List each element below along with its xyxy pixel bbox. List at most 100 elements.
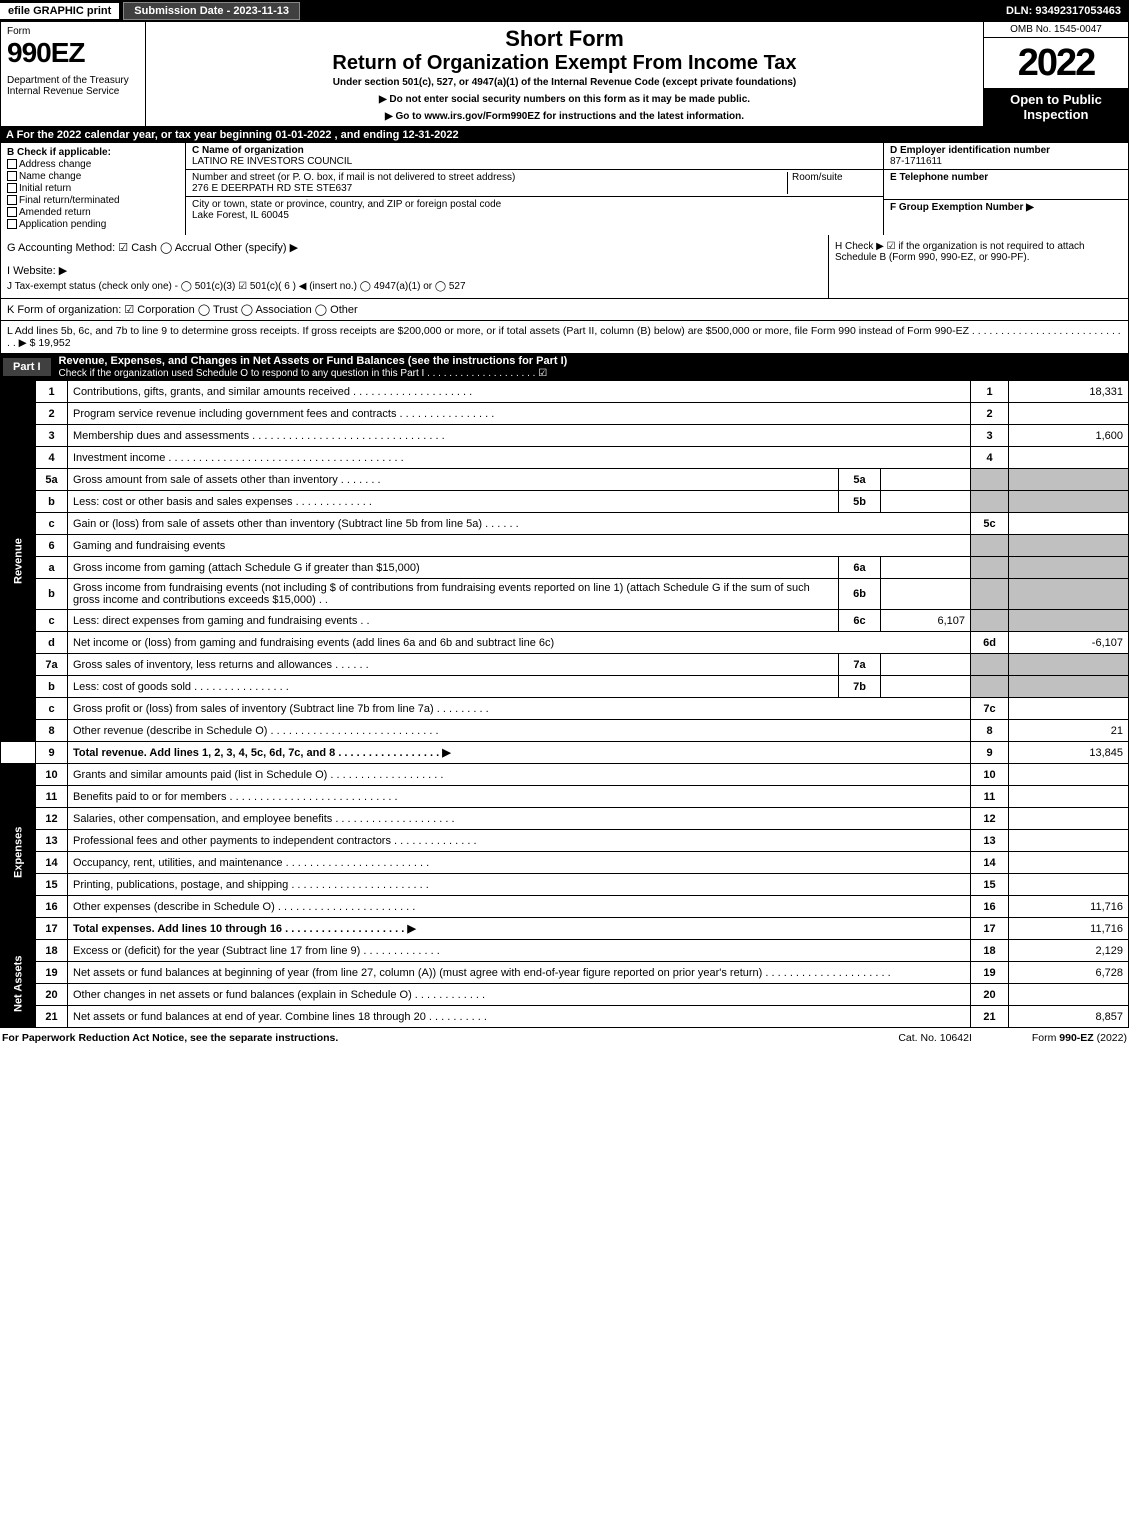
line-21-amt: 8,857 [1009,1006,1129,1028]
line-18-desc: Excess or (deficit) for the year (Subtra… [68,940,971,962]
ein-block: D Employer identification number 87-1711… [884,143,1128,170]
part1-title: Revenue, Expenses, and Changes in Net As… [53,355,1128,379]
line-5b-desc: Less: cost or other basis and sales expe… [68,491,839,513]
part1-tag: Part I [3,358,51,376]
cb-initial-return[interactable]: Initial return [7,183,179,194]
form-number: 990EZ [7,37,139,69]
line-num: 1 [36,381,68,403]
city-label: City or town, state or province, country… [192,199,501,210]
form-ref: Form 990-EZ (2022) [1032,1032,1127,1044]
paperwork-notice: For Paperwork Reduction Act Notice, see … [2,1032,898,1044]
ghi-left: G Accounting Method: ☑ Cash ◯ Accrual Ot… [1,235,828,298]
line-6-desc: Gaming and fundraising events [68,535,971,557]
b-title: B Check if applicable: [7,147,179,158]
line-10-desc: Grants and similar amounts paid (list in… [68,764,971,786]
goto-link[interactable]: ▶ Go to www.irs.gov/Form990EZ for instru… [150,111,979,122]
line-9-amt: 13,845 [1009,742,1129,764]
line-16-amt: 11,716 [1009,896,1129,918]
line-7c-desc: Gross profit or (loss) from sales of inv… [68,698,971,720]
line-13-amt [1009,830,1129,852]
section-bcd: B Check if applicable: Address change Na… [0,143,1129,235]
line-17-amt: 11,716 [1009,918,1129,940]
line-20-desc: Other changes in net assets or fund bala… [68,984,971,1006]
ein-label: D Employer identification number [890,145,1122,156]
column-def: D Employer identification number 87-1711… [883,143,1128,235]
line-18-amt: 2,129 [1009,940,1129,962]
row-l: L Add lines 5b, 6c, and 7b to line 9 to … [0,321,1129,354]
cb-amended-return[interactable]: Amended return [7,207,179,218]
line-21-desc: Net assets or fund balances at end of ye… [68,1006,971,1028]
line-6c-val: 6,107 [881,610,971,632]
open-to-public: Open to Public Inspection [984,88,1128,126]
cb-name-change[interactable]: Name change [7,171,179,182]
tax-year: 2022 [984,38,1128,88]
dln-number: DLN: 93492317053463 [1006,5,1129,17]
department: Department of the Treasury Internal Reve… [7,75,139,97]
line-7c-amt [1009,698,1129,720]
phone-label: E Telephone number [890,172,1122,183]
header-right: OMB No. 1545-0047 2022 Open to Public In… [983,22,1128,126]
line-15-amt [1009,874,1129,896]
line-5c-amt [1009,513,1129,535]
line-7b-val [881,676,971,698]
phone-block: E Telephone number [884,170,1128,200]
cat-no: Cat. No. 10642I [898,1032,972,1044]
row-k: K Form of organization: ☑ Corporation ◯ … [0,299,1129,321]
line-7a-desc: Gross sales of inventory, less returns a… [68,654,839,676]
city-value: Lake Forest, IL 60045 [192,210,501,221]
line-6a-desc: Gross income from gaming (attach Schedul… [68,557,839,579]
org-name-row: C Name of organization LATINO RE INVESTO… [186,143,883,170]
h-schedule-b: H Check ▶ ☑ if the organization is not r… [828,235,1128,298]
page-footer: For Paperwork Reduction Act Notice, see … [0,1028,1129,1048]
line-3-amt: 1,600 [1009,425,1129,447]
line-13-desc: Professional fees and other payments to … [68,830,971,852]
row-ghi: G Accounting Method: ☑ Cash ◯ Accrual Ot… [0,235,1129,299]
header-middle: Short Form Return of Organization Exempt… [146,22,983,126]
line-16-desc: Other expenses (describe in Schedule O) … [68,896,971,918]
cb-address-change[interactable]: Address change [7,159,179,170]
org-name-label: C Name of organization [192,145,352,156]
accounting-method: G Accounting Method: ☑ Cash ◯ Accrual Ot… [7,241,822,254]
org-name: LATINO RE INVESTORS COUNCIL [192,156,352,167]
line-4-desc: Investment income . . . . . . . . . . . … [68,447,971,469]
omb-number: OMB No. 1545-0047 [984,22,1128,38]
line-9-desc: Total revenue. Add lines 1, 2, 3, 4, 5c,… [68,742,971,764]
line-17-desc: Total expenses. Add lines 10 through 16 … [68,918,971,940]
line-6c-desc: Less: direct expenses from gaming and fu… [68,610,839,632]
line-11-amt [1009,786,1129,808]
line-12-desc: Salaries, other compensation, and employ… [68,808,971,830]
line-5c-desc: Gain or (loss) from sale of assets other… [68,513,971,535]
line-7a-val [881,654,971,676]
header-left: Form 990EZ Department of the Treasury In… [1,22,146,126]
line-6b-desc: Gross income from fundraising events (no… [68,579,839,610]
line-8-desc: Other revenue (describe in Schedule O) .… [68,720,971,742]
line-19-desc: Net assets or fund balances at beginning… [68,962,971,984]
line-20-amt [1009,984,1129,1006]
group-exemption-block: F Group Exemption Number ▶ [884,200,1128,230]
cb-final-return[interactable]: Final return/terminated [7,195,179,206]
ssn-note: ▶ Do not enter social security numbers o… [150,94,979,105]
line-6d-amt: -6,107 [1009,632,1129,654]
addr-value: 276 E DEERPATH RD STE STE637 [192,183,787,194]
line-5a-val [881,469,971,491]
line-10-amt [1009,764,1129,786]
line-14-amt [1009,852,1129,874]
line-2-desc: Program service revenue including govern… [68,403,971,425]
efile-print-button[interactable]: efile GRAPHIC print [0,3,119,19]
cb-application-pending[interactable]: Application pending [7,219,179,230]
line-5b-val [881,491,971,513]
line-14-desc: Occupancy, rent, utilities, and maintena… [68,852,971,874]
top-bar: efile GRAPHIC print Submission Date - 20… [0,0,1129,22]
form-header: Form 990EZ Department of the Treasury In… [0,22,1129,127]
address-row: Number and street (or P. O. box, if mail… [186,170,883,197]
line-8-amt: 21 [1009,720,1129,742]
form-label: Form [7,26,139,37]
line-15-desc: Printing, publications, postage, and shi… [68,874,971,896]
line-5a-desc: Gross amount from sale of assets other t… [68,469,839,491]
netassets-side-label: Net Assets [1,940,36,1028]
expenses-side-label: Expenses [1,764,36,940]
line-6b-val [881,579,971,610]
group-exemption-label: F Group Exemption Number ▶ [890,202,1122,213]
column-b-checkboxes: B Check if applicable: Address change Na… [1,143,186,235]
line-12-amt [1009,808,1129,830]
